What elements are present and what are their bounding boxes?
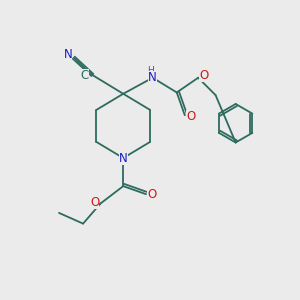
Text: C: C: [81, 69, 89, 82]
Text: O: O: [90, 196, 99, 209]
Text: O: O: [147, 188, 157, 201]
Text: O: O: [186, 110, 195, 123]
Text: O: O: [200, 69, 209, 82]
Text: N: N: [148, 71, 157, 84]
Text: H: H: [147, 66, 153, 75]
Text: N: N: [63, 49, 72, 62]
Text: N: N: [119, 152, 128, 164]
